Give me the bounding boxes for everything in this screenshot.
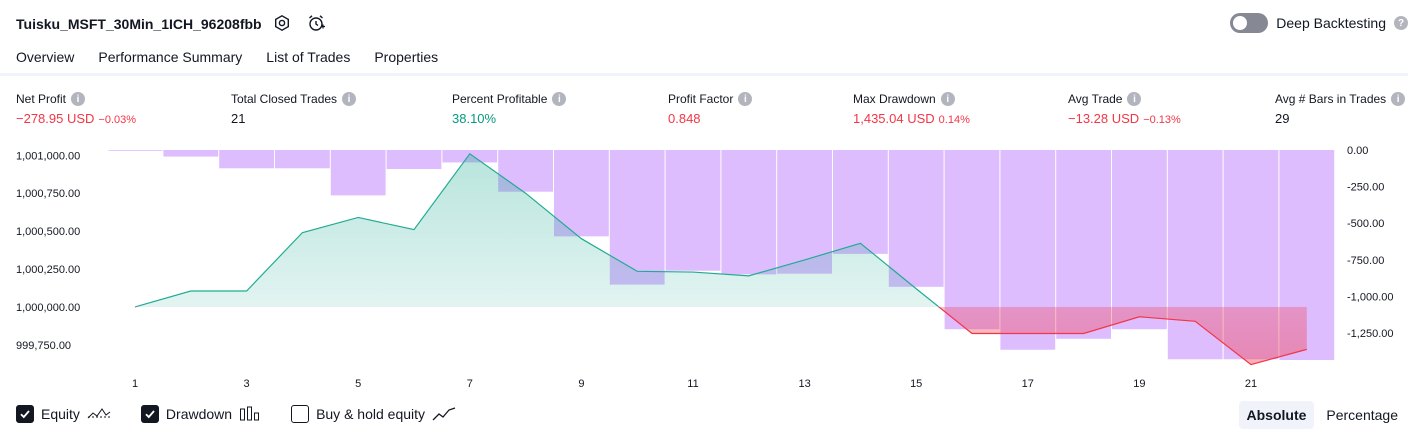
metric-max-drawdown: Max Drawdown i 1,435.04 USD 0.14% — [853, 92, 970, 126]
checkbox-buy-hold-equity[interactable] — [291, 405, 309, 423]
tab-overview[interactable]: Overview — [16, 46, 74, 76]
metric-value: 0.848 — [668, 111, 701, 126]
help-icon[interactable]: ? — [1394, 16, 1408, 30]
info-icon[interactable]: i — [71, 92, 85, 106]
left-axis-tick-label: 1,000,250.00 — [16, 264, 80, 276]
x-axis-tick-label: 5 — [355, 378, 361, 390]
tab-divider — [0, 73, 1408, 76]
chart-legend: Equity Drawdown Buy & hold equity — [16, 403, 486, 425]
right-axis-tick-label: 0.00 — [1347, 145, 1368, 157]
info-icon[interactable]: i — [941, 92, 955, 106]
metrics-row: Net Profit i −278.95 USD −0.03% Total Clos… — [0, 92, 1424, 132]
legend-label: Equity — [41, 406, 80, 422]
metric-label: Avg # Bars in Trades — [1275, 92, 1386, 106]
drawdown-bar — [945, 150, 1000, 329]
drawdown-bar — [219, 150, 274, 168]
legend-label: Buy & hold equity — [316, 406, 425, 422]
metric-total-closed-trades: Total Closed Trades i 21 — [231, 92, 356, 126]
x-axis-tick-label: 15 — [910, 378, 922, 390]
x-axis-tick-label: 1 — [132, 378, 138, 390]
x-axis-tick-label: 9 — [578, 378, 584, 390]
metric-label: Net Profit — [16, 92, 66, 106]
metric-label: Avg Trade — [1068, 92, 1122, 106]
info-icon[interactable]: i — [342, 92, 356, 106]
metric-value: 1,435.04 USD — [853, 111, 935, 126]
tab-performance-summary[interactable]: Performance Summary — [98, 46, 242, 76]
deep-backtesting-label: Deep Backtesting — [1276, 15, 1386, 31]
checkbox-drawdown[interactable] — [141, 405, 159, 423]
tab-properties[interactable]: Properties — [374, 46, 438, 76]
legend-buy-hold-equity[interactable]: Buy & hold equity — [291, 405, 456, 423]
right-axis-tick-label: -1,000.00 — [1347, 291, 1393, 303]
alarm-clock-plus-icon[interactable] — [306, 13, 326, 33]
left-axis-tick-label: 1,000,000.00 — [16, 302, 80, 314]
x-axis-tick-label: 17 — [1022, 378, 1034, 390]
metric-value: −13.28 USD — [1068, 111, 1139, 126]
right-axis-tick-label: -500.00 — [1347, 218, 1384, 230]
right-axis-tick-label: -250.00 — [1347, 182, 1384, 194]
x-axis-tick-label: 11 — [687, 378, 698, 390]
left-axis-tick-label: 1,000,500.00 — [16, 226, 80, 238]
tab-bar: Overview Performance Summary List of Tra… — [16, 46, 438, 76]
equity-line-icon — [87, 406, 111, 422]
metric-percent: −0.03% — [98, 114, 136, 126]
metric-percent: 0.14% — [939, 114, 970, 126]
metric-label: Percent Profitable — [452, 92, 547, 106]
deep-backtesting-toggle[interactable] — [1230, 13, 1268, 33]
metric-value: −278.95 USD — [16, 111, 94, 126]
drawdown-bars-icon — [239, 406, 261, 422]
view-mode-switch: Absolute Percentage — [1239, 401, 1407, 429]
info-icon[interactable]: i — [1127, 92, 1141, 106]
metric-percent-profitable: Percent Profitable i 38.10% — [452, 92, 566, 126]
x-axis-tick-label: 13 — [798, 378, 810, 390]
metric-value: 21 — [231, 111, 245, 126]
x-axis-tick-label: 19 — [1133, 378, 1145, 390]
x-axis-tick-label: 3 — [244, 378, 250, 390]
drawdown-bar — [833, 150, 888, 254]
tab-list-of-trades[interactable]: List of Trades — [266, 46, 350, 76]
metric-profit-factor: Profit Factor i 0.848 — [668, 92, 752, 126]
drawdown-bar — [387, 150, 442, 169]
drawdown-bar — [331, 150, 386, 195]
right-axis-tick-label: -1,250.00 — [1347, 328, 1393, 340]
drawdown-bar — [889, 150, 944, 287]
checkbox-equity[interactable] — [16, 405, 34, 423]
absolute-button[interactable]: Absolute — [1239, 401, 1315, 429]
legend-drawdown[interactable]: Drawdown — [141, 405, 261, 423]
metric-label: Profit Factor — [668, 92, 733, 106]
percentage-button[interactable]: Percentage — [1318, 401, 1406, 429]
drawdown-bar — [666, 150, 721, 271]
drawdown-bar — [109, 150, 163, 151]
legend-equity[interactable]: Equity — [16, 405, 111, 423]
metric-net-profit: Net Profit i −278.95 USD −0.03% — [16, 92, 136, 126]
drawdown-bar — [275, 150, 330, 168]
drawdown-bar — [721, 150, 776, 274]
gear-icon[interactable] — [272, 13, 292, 33]
info-icon[interactable]: i — [552, 92, 566, 106]
metric-avg-trade: Avg Trade i −13.28 USD −0.13% — [1068, 92, 1181, 126]
info-icon[interactable]: i — [1391, 92, 1405, 106]
legend-label: Drawdown — [166, 406, 232, 422]
strategy-header: Tuisku_MSFT_30Min_1ICH_96208fbb Deep Bac… — [0, 0, 1424, 46]
x-axis-tick-label: 21 — [1245, 378, 1257, 390]
metric-value: 29 — [1275, 111, 1289, 126]
x-axis-tick-label: 7 — [467, 378, 473, 390]
metric-value: 38.10% — [452, 111, 496, 126]
equity-drawdown-chart[interactable]: 1,001,000.00 1,000,750.00 1,000,500.00 1,00… — [0, 140, 1424, 395]
metric-label: Total Closed Trades — [231, 92, 337, 106]
drawdown-bar — [1112, 150, 1167, 329]
strategy-title: Tuisku_MSFT_30Min_1ICH_96208fbb — [16, 16, 262, 32]
right-axis-tick-label: -750.00 — [1347, 255, 1384, 267]
metric-percent: −0.13% — [1143, 114, 1181, 126]
deep-backtesting-control: Deep Backtesting ? — [1230, 13, 1408, 33]
left-axis-tick-label: 999,750.00 — [16, 340, 71, 352]
metric-label: Max Drawdown — [853, 92, 936, 106]
left-axis-tick-label: 1,001,000.00 — [16, 150, 80, 162]
left-axis-tick-label: 1,000,750.00 — [16, 188, 80, 200]
metric-avg-bars-in-trades: Avg # Bars in Trades i 29 — [1275, 92, 1405, 126]
buy-hold-line-icon — [432, 406, 456, 422]
drawdown-bar — [163, 150, 218, 157]
info-icon[interactable]: i — [738, 92, 752, 106]
